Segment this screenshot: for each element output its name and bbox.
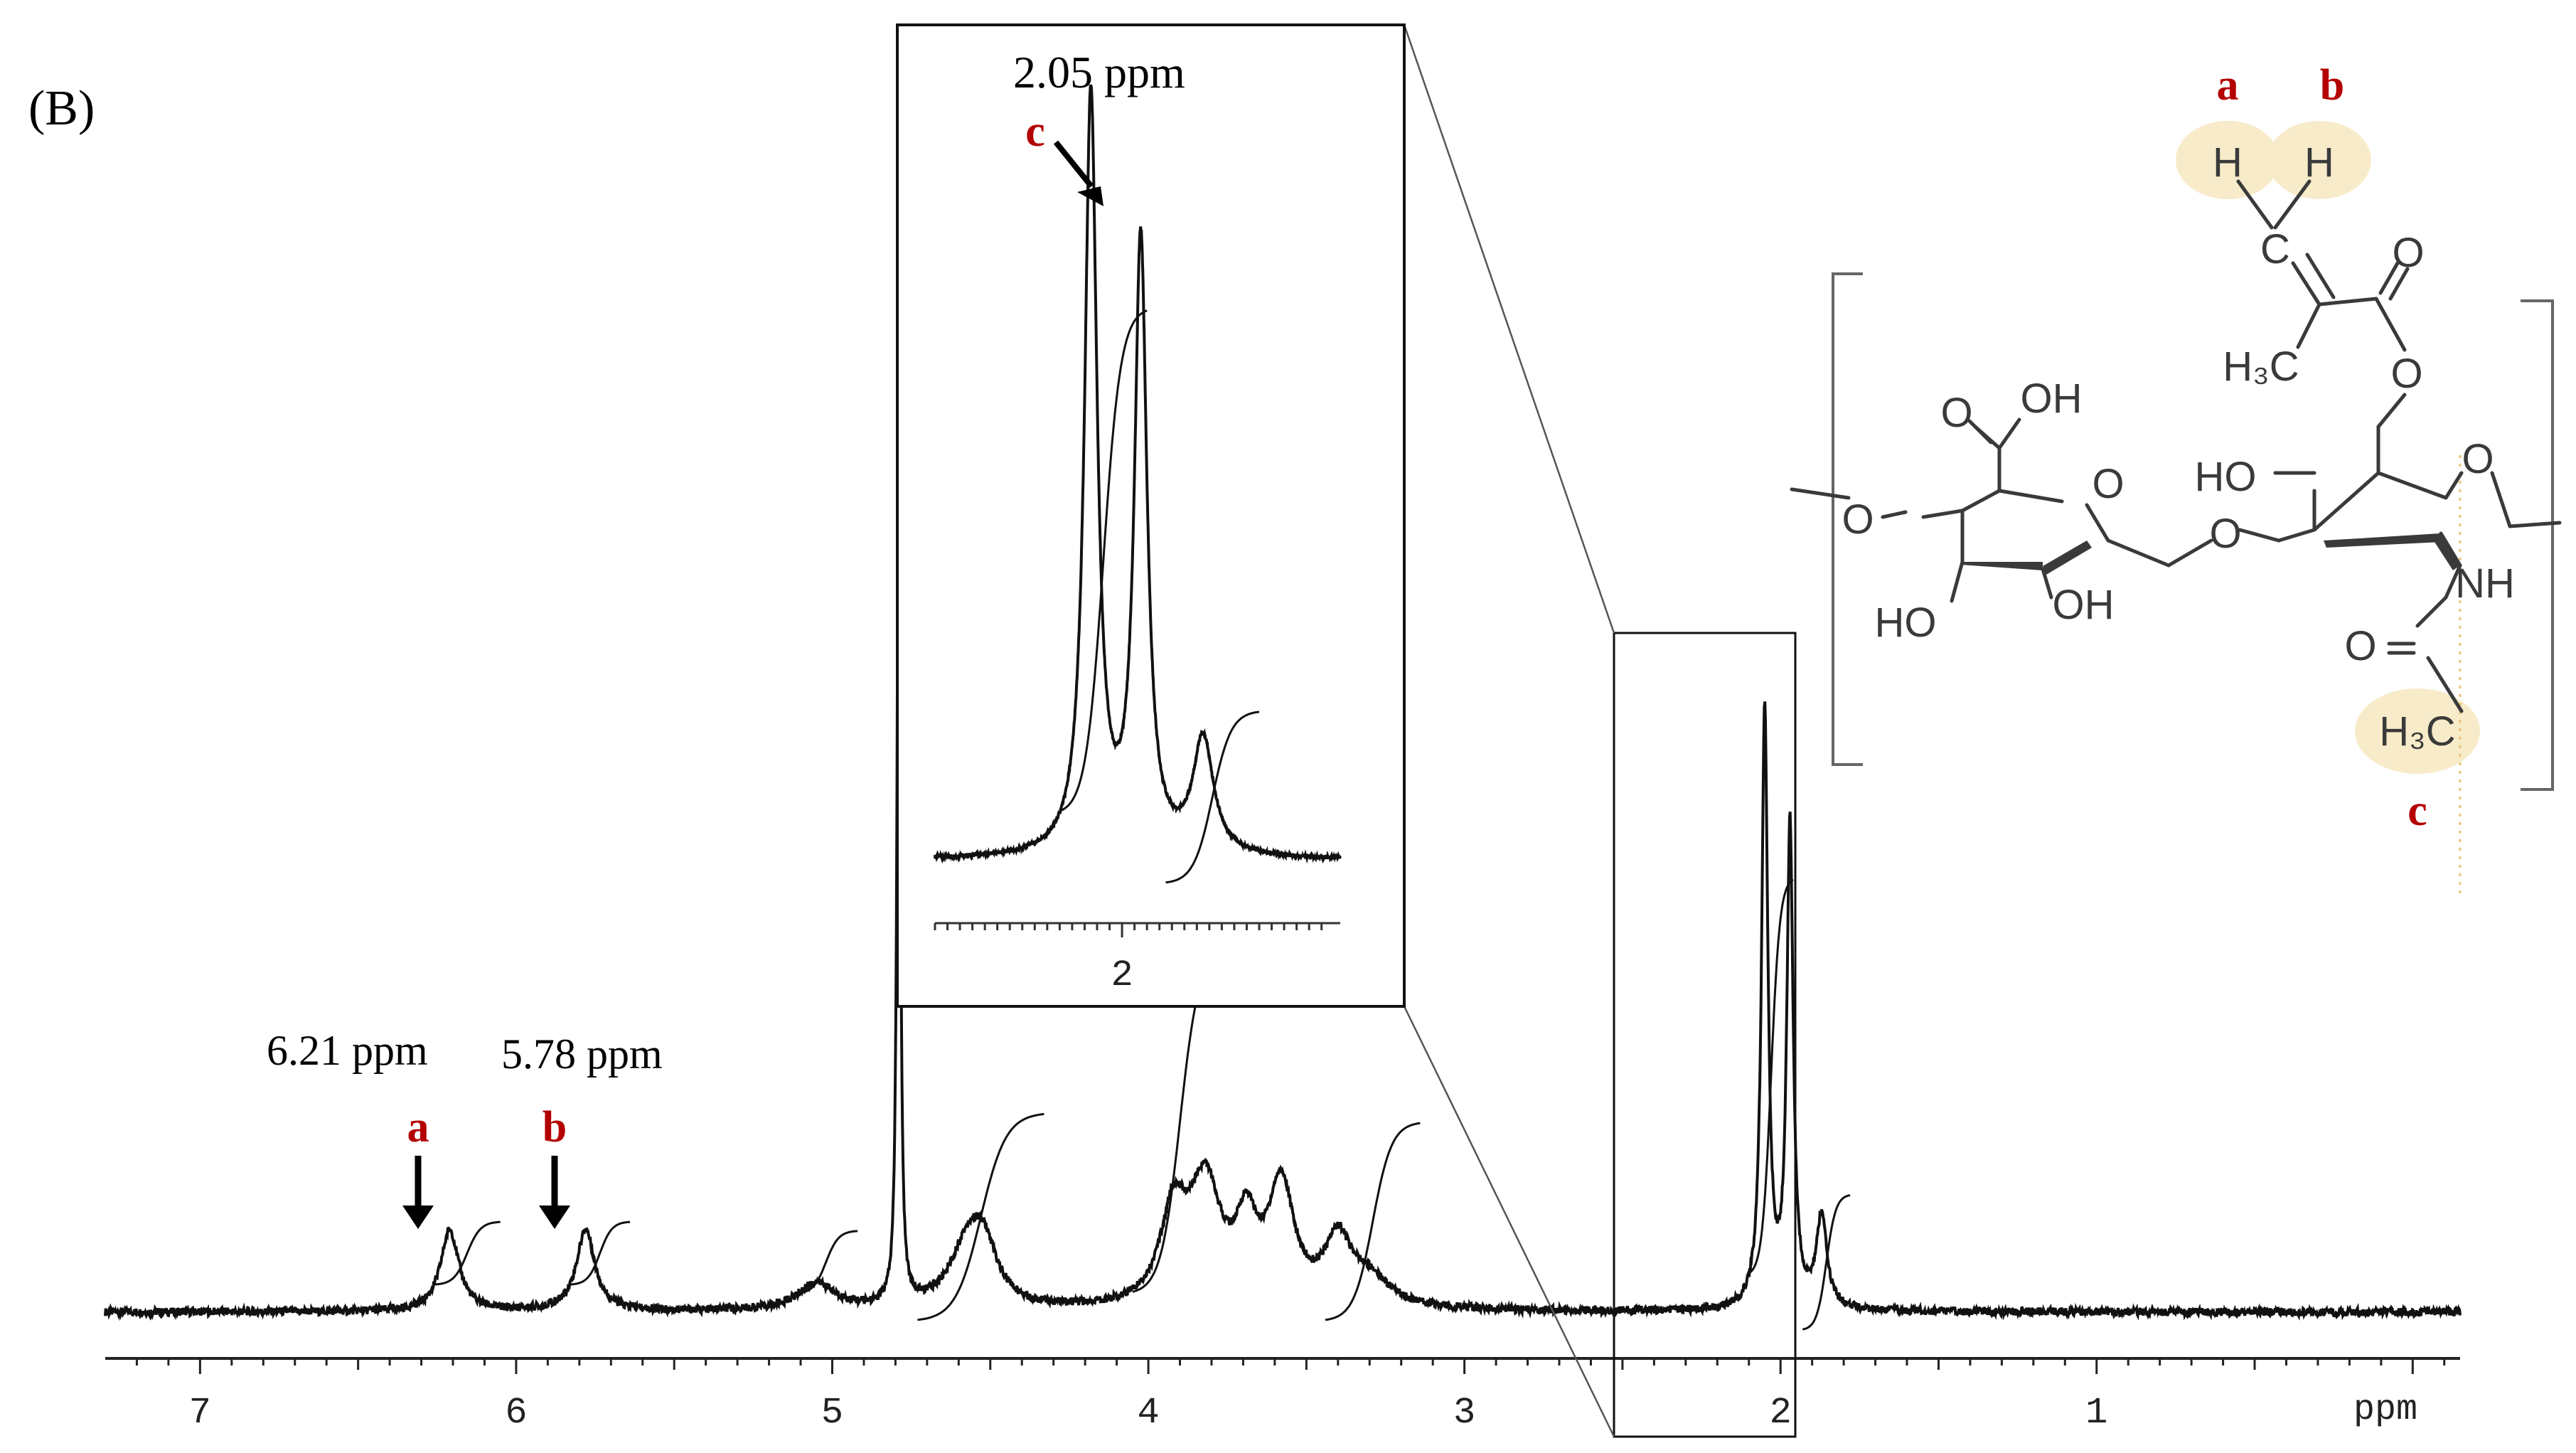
annotation-a: 6.21 ppm a <box>267 1027 434 1229</box>
wedge-bond-ring2b <box>2435 537 2460 570</box>
arrow-c <box>1053 140 1094 188</box>
arrow-head-a-icon <box>402 1205 434 1229</box>
arrow-head-b-icon <box>539 1205 570 1229</box>
atom-ho-ring2: HO <box>2195 454 2257 500</box>
inset-integral-1-9 <box>1165 710 1260 884</box>
integral-2-0 <box>1748 878 1794 1274</box>
inset-integral-2-0 <box>1059 309 1148 812</box>
atom-oh-acid: OH <box>2021 376 2083 422</box>
atom-o-ring1: O <box>2092 461 2124 507</box>
integral-a <box>434 1220 501 1286</box>
arrow-head-c-icon <box>1077 186 1103 206</box>
atom-ho-left: HO <box>1875 600 1937 646</box>
x-tick-label-3: 3 <box>1453 1392 1475 1434</box>
wedge-bond-ring1 <box>1961 562 2043 570</box>
atom-nh: NH <box>2455 560 2515 607</box>
inset-x-axis-ticks <box>934 923 1323 937</box>
atom-c-vinyl: C <box>2260 226 2290 272</box>
atom-o-amide: O <box>2344 623 2376 669</box>
wedge-bond-ring2 <box>2324 533 2443 548</box>
atom-o-acid: O <box>1940 390 1972 436</box>
integral-1-9 <box>1802 1194 1851 1331</box>
x-tick-label-2: 2 <box>1770 1392 1792 1434</box>
spectrum-trace <box>104 390 2462 1321</box>
annotation-b-shift: 5.78 ppm <box>501 1031 663 1077</box>
integral-3-4 <box>1325 1122 1421 1321</box>
annotation-a-shift: 6.21 ppm <box>267 1027 428 1074</box>
annotation-b: 5.78 ppm b <box>501 1031 663 1229</box>
atom-h3c-methyl: H₃C <box>2223 344 2299 390</box>
atom-oh-ring1: OH <box>2053 582 2115 628</box>
zoom-connector-bottom <box>1403 1006 1615 1437</box>
atom-h3c-amide: H₃C <box>2379 708 2455 755</box>
atom-o-carbonyl-top: O <box>2392 230 2424 276</box>
zoom-connector-top <box>1403 24 1615 634</box>
left-bracket <box>1832 272 1863 766</box>
integral-b <box>570 1220 631 1286</box>
inset-x-tick-label: 2 <box>1111 954 1133 996</box>
atom-o-ester: O <box>2390 351 2422 397</box>
x-tick-label-5: 5 <box>821 1392 843 1434</box>
inset-spectrum-trace <box>934 84 1342 864</box>
wedge-bond-ring1b <box>2043 541 2092 575</box>
integral-5-0 <box>794 1230 858 1295</box>
highlight-hb <box>2267 121 2371 199</box>
x-tick-label-6: 6 <box>505 1392 527 1434</box>
annotation-a-letter: a <box>407 1103 429 1151</box>
atom-o-left: O <box>1842 496 1874 543</box>
chemical-structure: H H C O H₃C O O OH O O HO OH O HO O NH O… <box>1790 61 2562 896</box>
structure-label-b: b <box>2320 61 2344 110</box>
integral-4-6 <box>917 1113 1044 1321</box>
x-axis-minor-ticks <box>135 1358 2446 1374</box>
highlight-ha <box>2176 121 2280 199</box>
x-axis-unit-label: ppm <box>2353 1390 2417 1430</box>
annotation-b-letter: b <box>543 1103 567 1151</box>
structure-label-c: c <box>2407 787 2427 835</box>
atom-h-a: H <box>2213 139 2243 186</box>
x-tick-label-4: 4 <box>1137 1392 1159 1434</box>
structure-label-a: a <box>2217 61 2239 110</box>
inset-annotation-letter: c <box>1025 107 1045 156</box>
inset-annotation-shift: 2.05 ppm <box>1013 47 1185 97</box>
zoom-region-box <box>1613 632 1797 1438</box>
atom-h-b: H <box>2304 139 2334 186</box>
inset-frame <box>896 23 1406 1008</box>
panel-label: (B) <box>28 81 95 136</box>
x-tick-label-1: 1 <box>2085 1392 2107 1434</box>
bond-lines <box>1790 179 2562 713</box>
highlight-methyl <box>2355 688 2480 774</box>
atom-o-link: O <box>2209 511 2241 557</box>
x-tick-label-7: 7 <box>189 1392 211 1434</box>
inset-integration-curves <box>1059 309 1260 884</box>
atom-o-ring2: O <box>2462 436 2494 482</box>
right-bracket <box>2521 299 2554 791</box>
inset-panel: 2 2.05 ppm c <box>896 23 1406 1008</box>
